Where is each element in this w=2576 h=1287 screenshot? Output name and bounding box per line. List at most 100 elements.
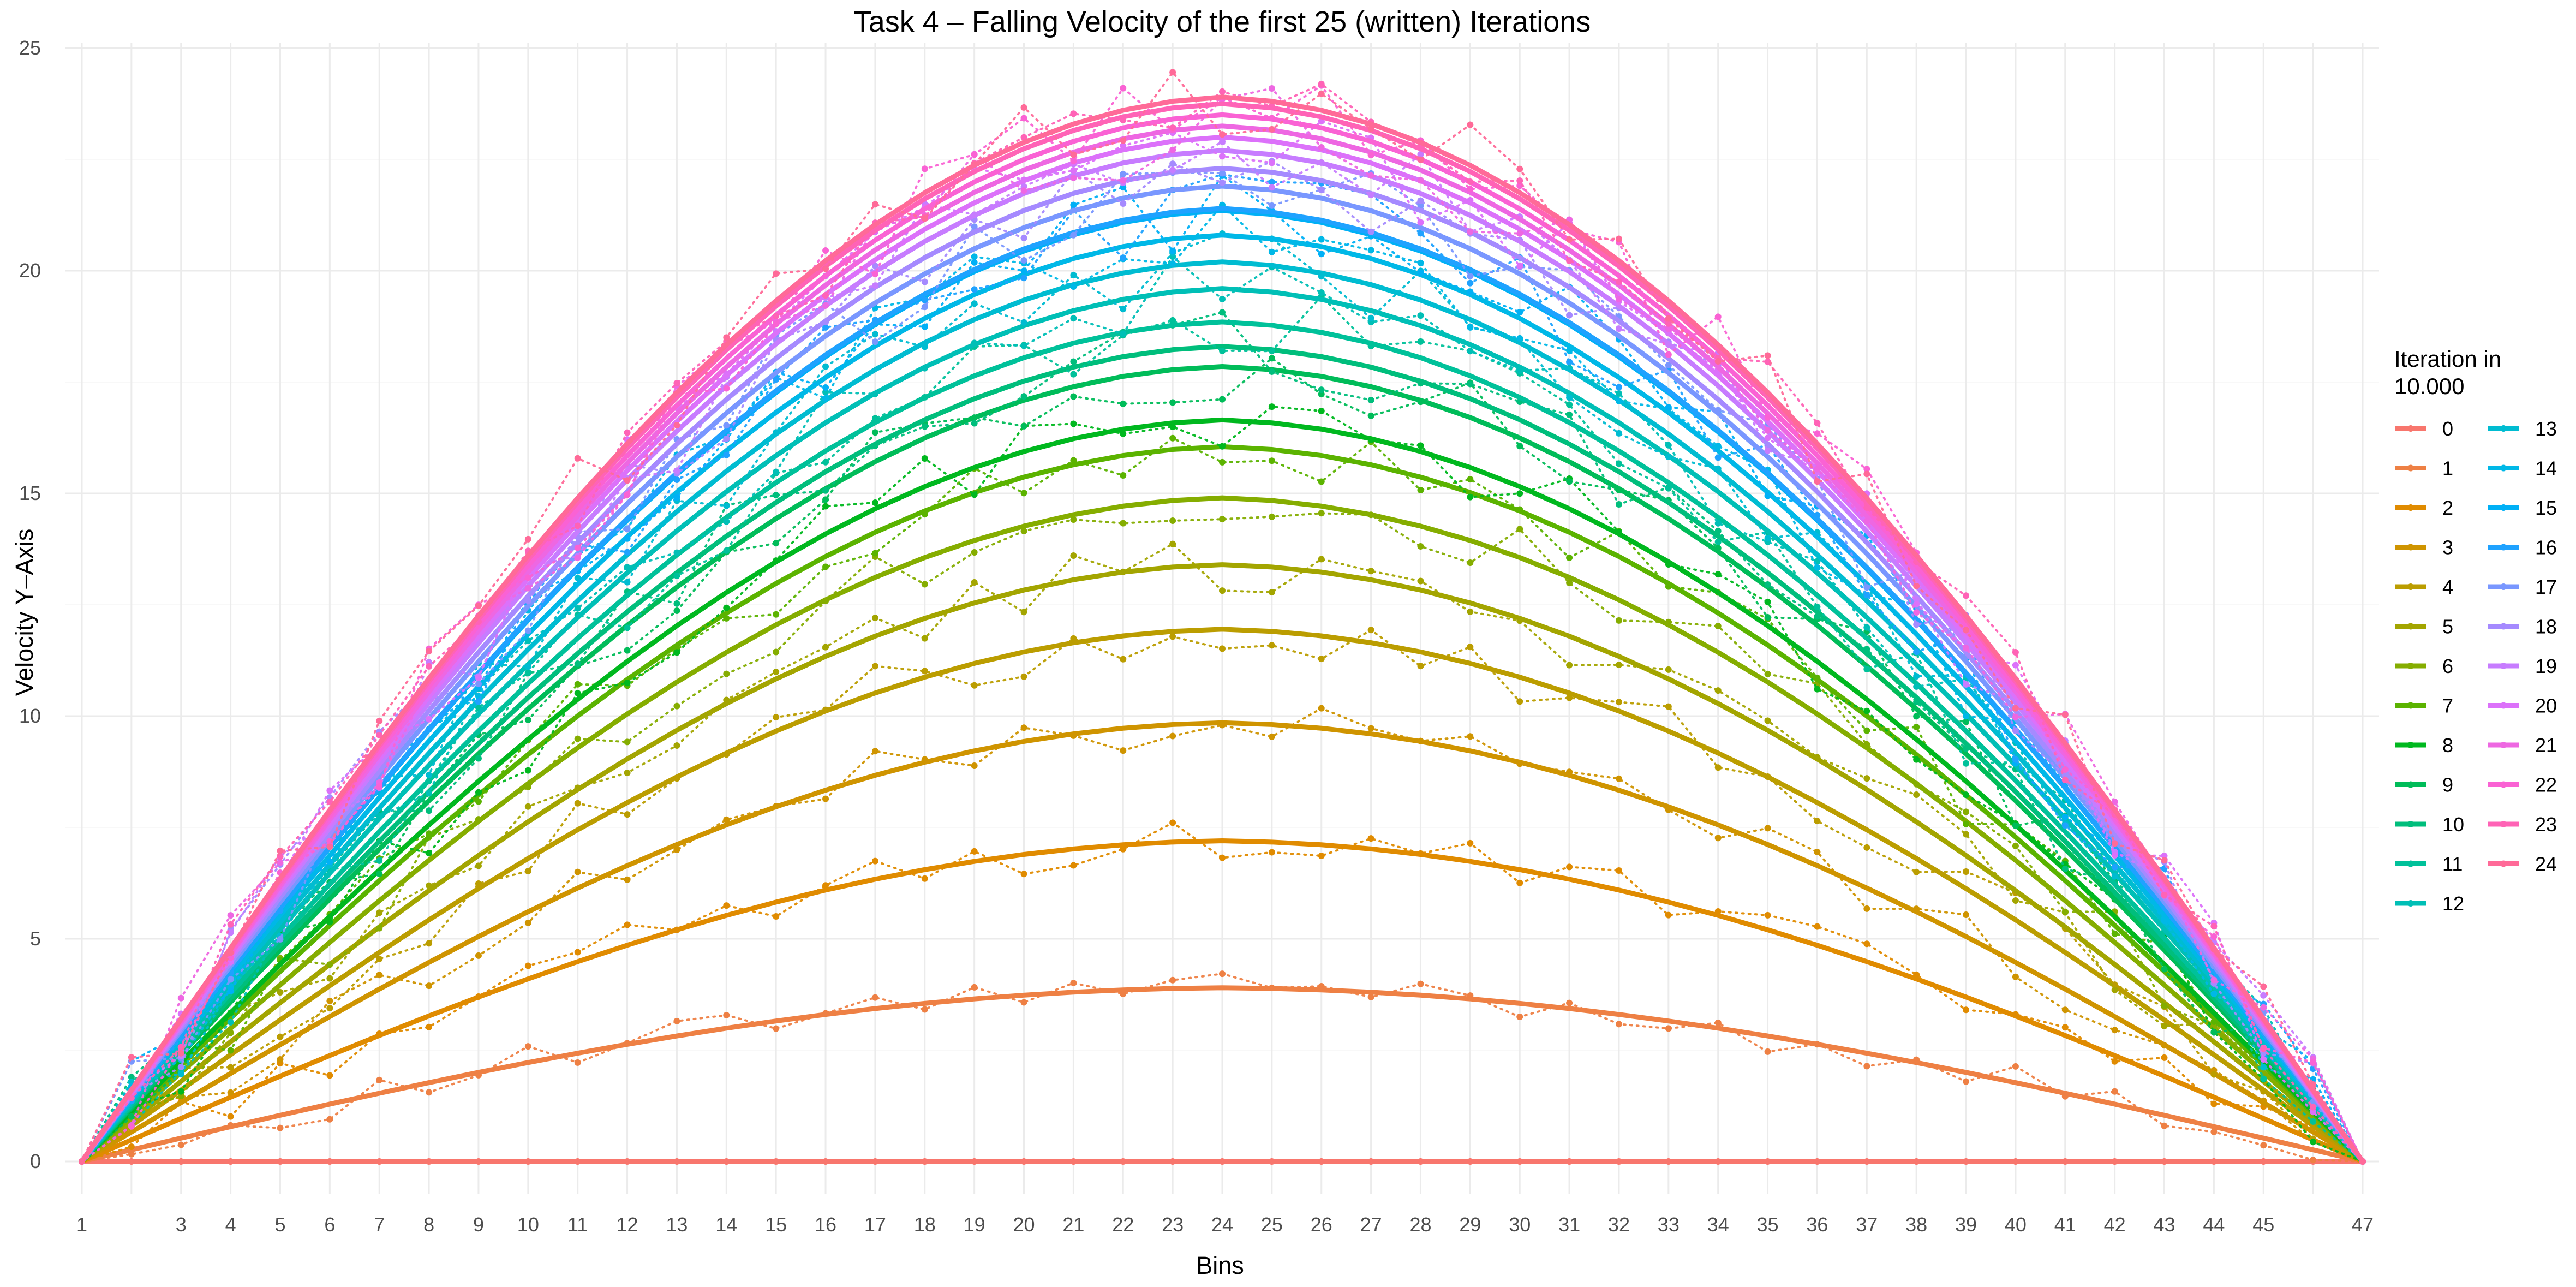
data-point: [1120, 177, 1127, 184]
data-point: [1615, 617, 1622, 624]
data-point: [1714, 571, 1722, 578]
data-point: [673, 1017, 680, 1024]
data-point: [822, 644, 829, 651]
data-point: [1863, 775, 1870, 782]
data-point: [871, 748, 878, 755]
data-point: [574, 735, 581, 742]
legend-item-0: 0: [2395, 418, 2453, 440]
data-point: [1963, 808, 1970, 815]
data-point: [624, 738, 631, 746]
data-point: [1665, 315, 1672, 322]
data-point: [971, 253, 978, 260]
data-point: [1665, 404, 1672, 411]
data-point: [1169, 976, 1176, 984]
data-point: [871, 282, 878, 289]
legend-item-2: 2: [2395, 497, 2453, 519]
data-point: [1169, 540, 1176, 547]
legend-key-point: [2407, 781, 2414, 788]
data-point: [1268, 733, 1275, 740]
data-point: [524, 962, 531, 969]
data-point: [2111, 1058, 2118, 1065]
data-point: [1268, 202, 1275, 209]
data-point: [475, 674, 482, 681]
x-axis-title: Bins: [1196, 1252, 1244, 1279]
data-point: [921, 303, 928, 311]
data-point: [1963, 820, 1970, 827]
data-point: [1516, 309, 1523, 316]
data-point: [1714, 835, 1722, 842]
data-point: [277, 989, 284, 996]
data-point: [426, 716, 433, 723]
data-point: [426, 850, 433, 857]
data-point: [1120, 85, 1127, 92]
legend-item-17: 17: [2488, 576, 2557, 598]
data-point: [1268, 248, 1275, 255]
x-tick-label: 7: [374, 1213, 385, 1236]
legend-key-point: [2407, 663, 2414, 669]
data-point: [1070, 110, 1077, 117]
data-point: [624, 624, 631, 631]
data-point: [673, 467, 680, 474]
data-point: [2161, 891, 2168, 898]
legend-item-4: 4: [2395, 576, 2453, 598]
data-point: [2012, 648, 2019, 656]
data-point: [2260, 1045, 2267, 1052]
data-point: [1367, 228, 1374, 235]
data-point: [1120, 747, 1127, 754]
data-point: [475, 680, 482, 687]
data-point: [1963, 713, 1970, 720]
data-point: [426, 647, 433, 654]
data-point: [1615, 397, 1622, 404]
data-point: [1318, 705, 1325, 712]
data-point: [1963, 911, 1970, 918]
data-point: [2111, 873, 2118, 880]
data-point: [921, 635, 928, 642]
x-tick-label: 30: [1509, 1213, 1531, 1236]
data-point: [673, 549, 680, 556]
data-point: [1615, 662, 1622, 669]
data-point: [475, 698, 482, 705]
data-point: [1566, 411, 1573, 418]
x-tick-label: 5: [274, 1213, 285, 1236]
legend-item-11: 11: [2395, 853, 2463, 875]
data-point: [2061, 908, 2069, 915]
y-tick-label: 5: [30, 927, 41, 950]
data-point: [773, 468, 780, 475]
data-point: [1219, 854, 1226, 861]
legend-item-3: 3: [2395, 537, 2453, 559]
data-point: [227, 1113, 234, 1120]
legend-label: 11: [2442, 853, 2463, 875]
data-point: [1467, 493, 1474, 500]
data-point: [1417, 156, 1424, 163]
data-point: [1566, 554, 1573, 561]
data-point: [128, 1143, 135, 1151]
data-point: [1020, 319, 1027, 326]
series-0: [79, 1158, 2366, 1165]
data-point: [1070, 174, 1077, 181]
legend-key-point: [2500, 781, 2507, 788]
data-point: [1367, 152, 1374, 159]
legend-label: 3: [2442, 537, 2453, 559]
data-point: [574, 1059, 581, 1066]
data-point: [1516, 490, 1523, 497]
data-point: [673, 742, 680, 749]
data-point: [1764, 352, 1771, 359]
data-point: [871, 550, 878, 557]
data-point: [1566, 478, 1573, 485]
data-point: [524, 919, 531, 926]
data-point: [426, 1023, 433, 1030]
data-point: [1070, 979, 1077, 986]
data-point: [326, 859, 333, 866]
data-point: [773, 320, 780, 327]
series-layer: [79, 69, 2366, 1165]
data-point: [1367, 247, 1374, 254]
x-tick-label: 1: [76, 1213, 87, 1236]
legend-label: 12: [2442, 892, 2464, 915]
data-point: [1814, 923, 1821, 930]
legend-key-point: [2407, 544, 2414, 551]
data-point: [1318, 510, 1325, 517]
data-point: [723, 518, 730, 525]
data-point: [1120, 656, 1127, 663]
data-point: [2061, 813, 2069, 820]
x-tick-label: 12: [617, 1213, 638, 1236]
